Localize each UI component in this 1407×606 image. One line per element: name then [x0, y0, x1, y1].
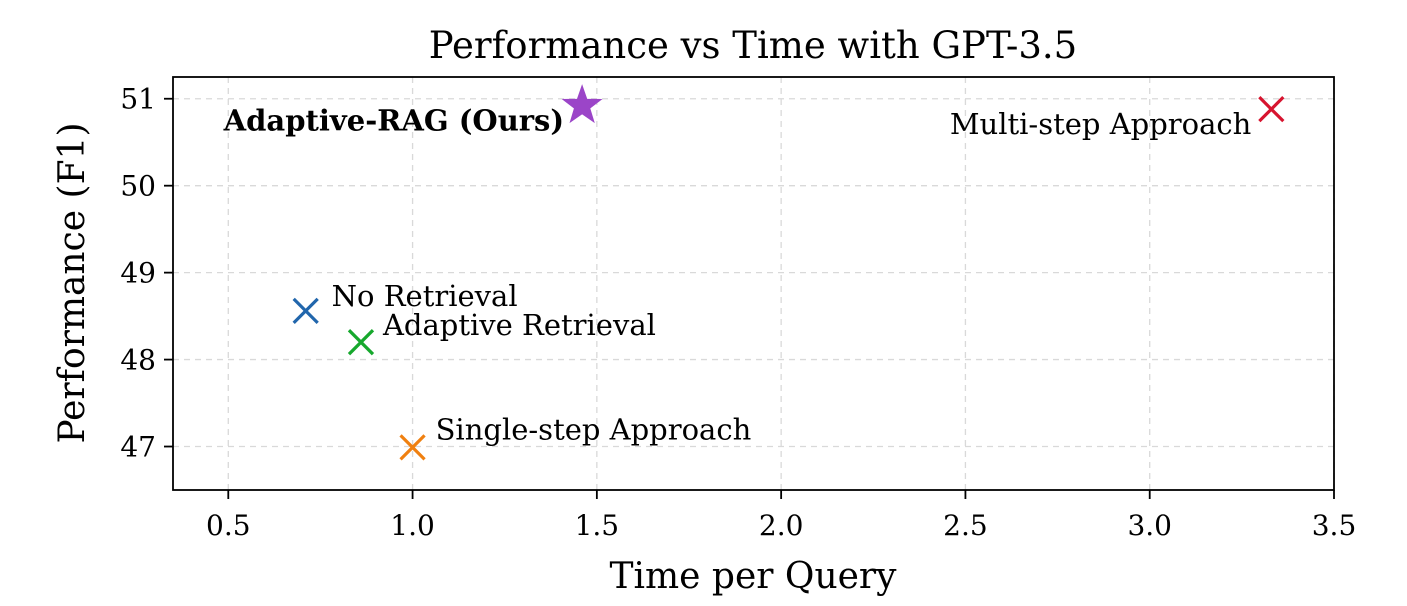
- x-tick-label: 1.5: [575, 509, 620, 542]
- point-label: Single-step Approach: [436, 412, 752, 446]
- point-label: Adaptive Retrieval: [382, 308, 656, 342]
- y-tick-label: 47: [120, 431, 156, 464]
- y-axis-label: Performance (F1): [52, 123, 93, 444]
- x-tick-label: 1.0: [390, 509, 435, 542]
- star-marker: [561, 84, 603, 124]
- x-marker: [399, 434, 426, 461]
- point-label: No Retrieval: [332, 279, 518, 313]
- data-points: [292, 84, 1285, 461]
- x-tick-label: 2.5: [943, 509, 988, 542]
- x-axis-label: Time per Query: [610, 556, 898, 597]
- chart-title: Performance vs Time with GPT-3.5: [429, 24, 1077, 67]
- y-tick-label: 49: [120, 257, 156, 290]
- y-tick-label: 48: [120, 344, 156, 377]
- x-tick-label: 3.5: [1312, 509, 1357, 542]
- y-tick-label: 51: [120, 83, 156, 116]
- x-tick-label: 3.0: [1127, 509, 1172, 542]
- x-tick-label: 0.5: [206, 509, 251, 542]
- x-tick-label: 2.0: [759, 509, 804, 542]
- x-marker: [1258, 96, 1285, 123]
- plot-frame: [172, 76, 1335, 491]
- point-label: Adaptive-RAG (Ours): [223, 104, 564, 138]
- y-tick-label: 50: [120, 170, 156, 203]
- point-label: Multi-step Approach: [950, 107, 1251, 141]
- x-marker: [347, 329, 375, 356]
- x-marker: [292, 297, 319, 325]
- axis-ticks: 0.5 1.0 1.5 2.0 2.5 3.0 3.5 47 48 49 50 51: [120, 83, 1356, 542]
